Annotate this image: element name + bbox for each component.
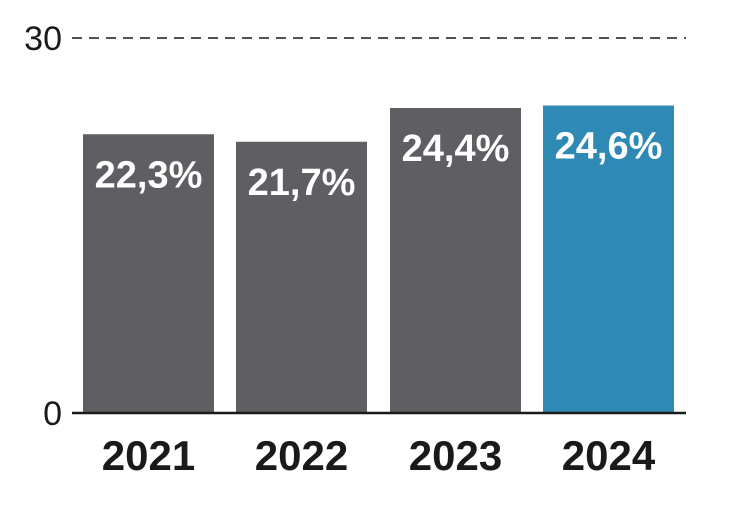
bar-2022 [236, 141, 367, 413]
data-label-2021: 22,3% [95, 154, 203, 196]
labels: 22,3% 2021 21,7% 2022 24,4% 2023 24,6% 2024 0 30 [24, 20, 662, 479]
bar-2023 [390, 108, 521, 413]
x-tick-label-2021: 2021 [102, 432, 195, 479]
bar-2021 [83, 134, 214, 413]
data-label-2023: 24,4% [402, 128, 510, 170]
y-tick-label-0: 0 [43, 395, 62, 433]
x-tick-label-2022: 2022 [255, 432, 348, 479]
data-label-2024: 24,6% [555, 126, 663, 168]
data-label-2022: 21,7% [248, 162, 356, 204]
bars [83, 105, 674, 413]
x-tick-label-2024: 2024 [562, 432, 656, 479]
bar-2024 [543, 105, 674, 413]
y-tick-label-30: 30 [24, 20, 62, 58]
x-tick-label-2023: 2023 [409, 432, 502, 479]
